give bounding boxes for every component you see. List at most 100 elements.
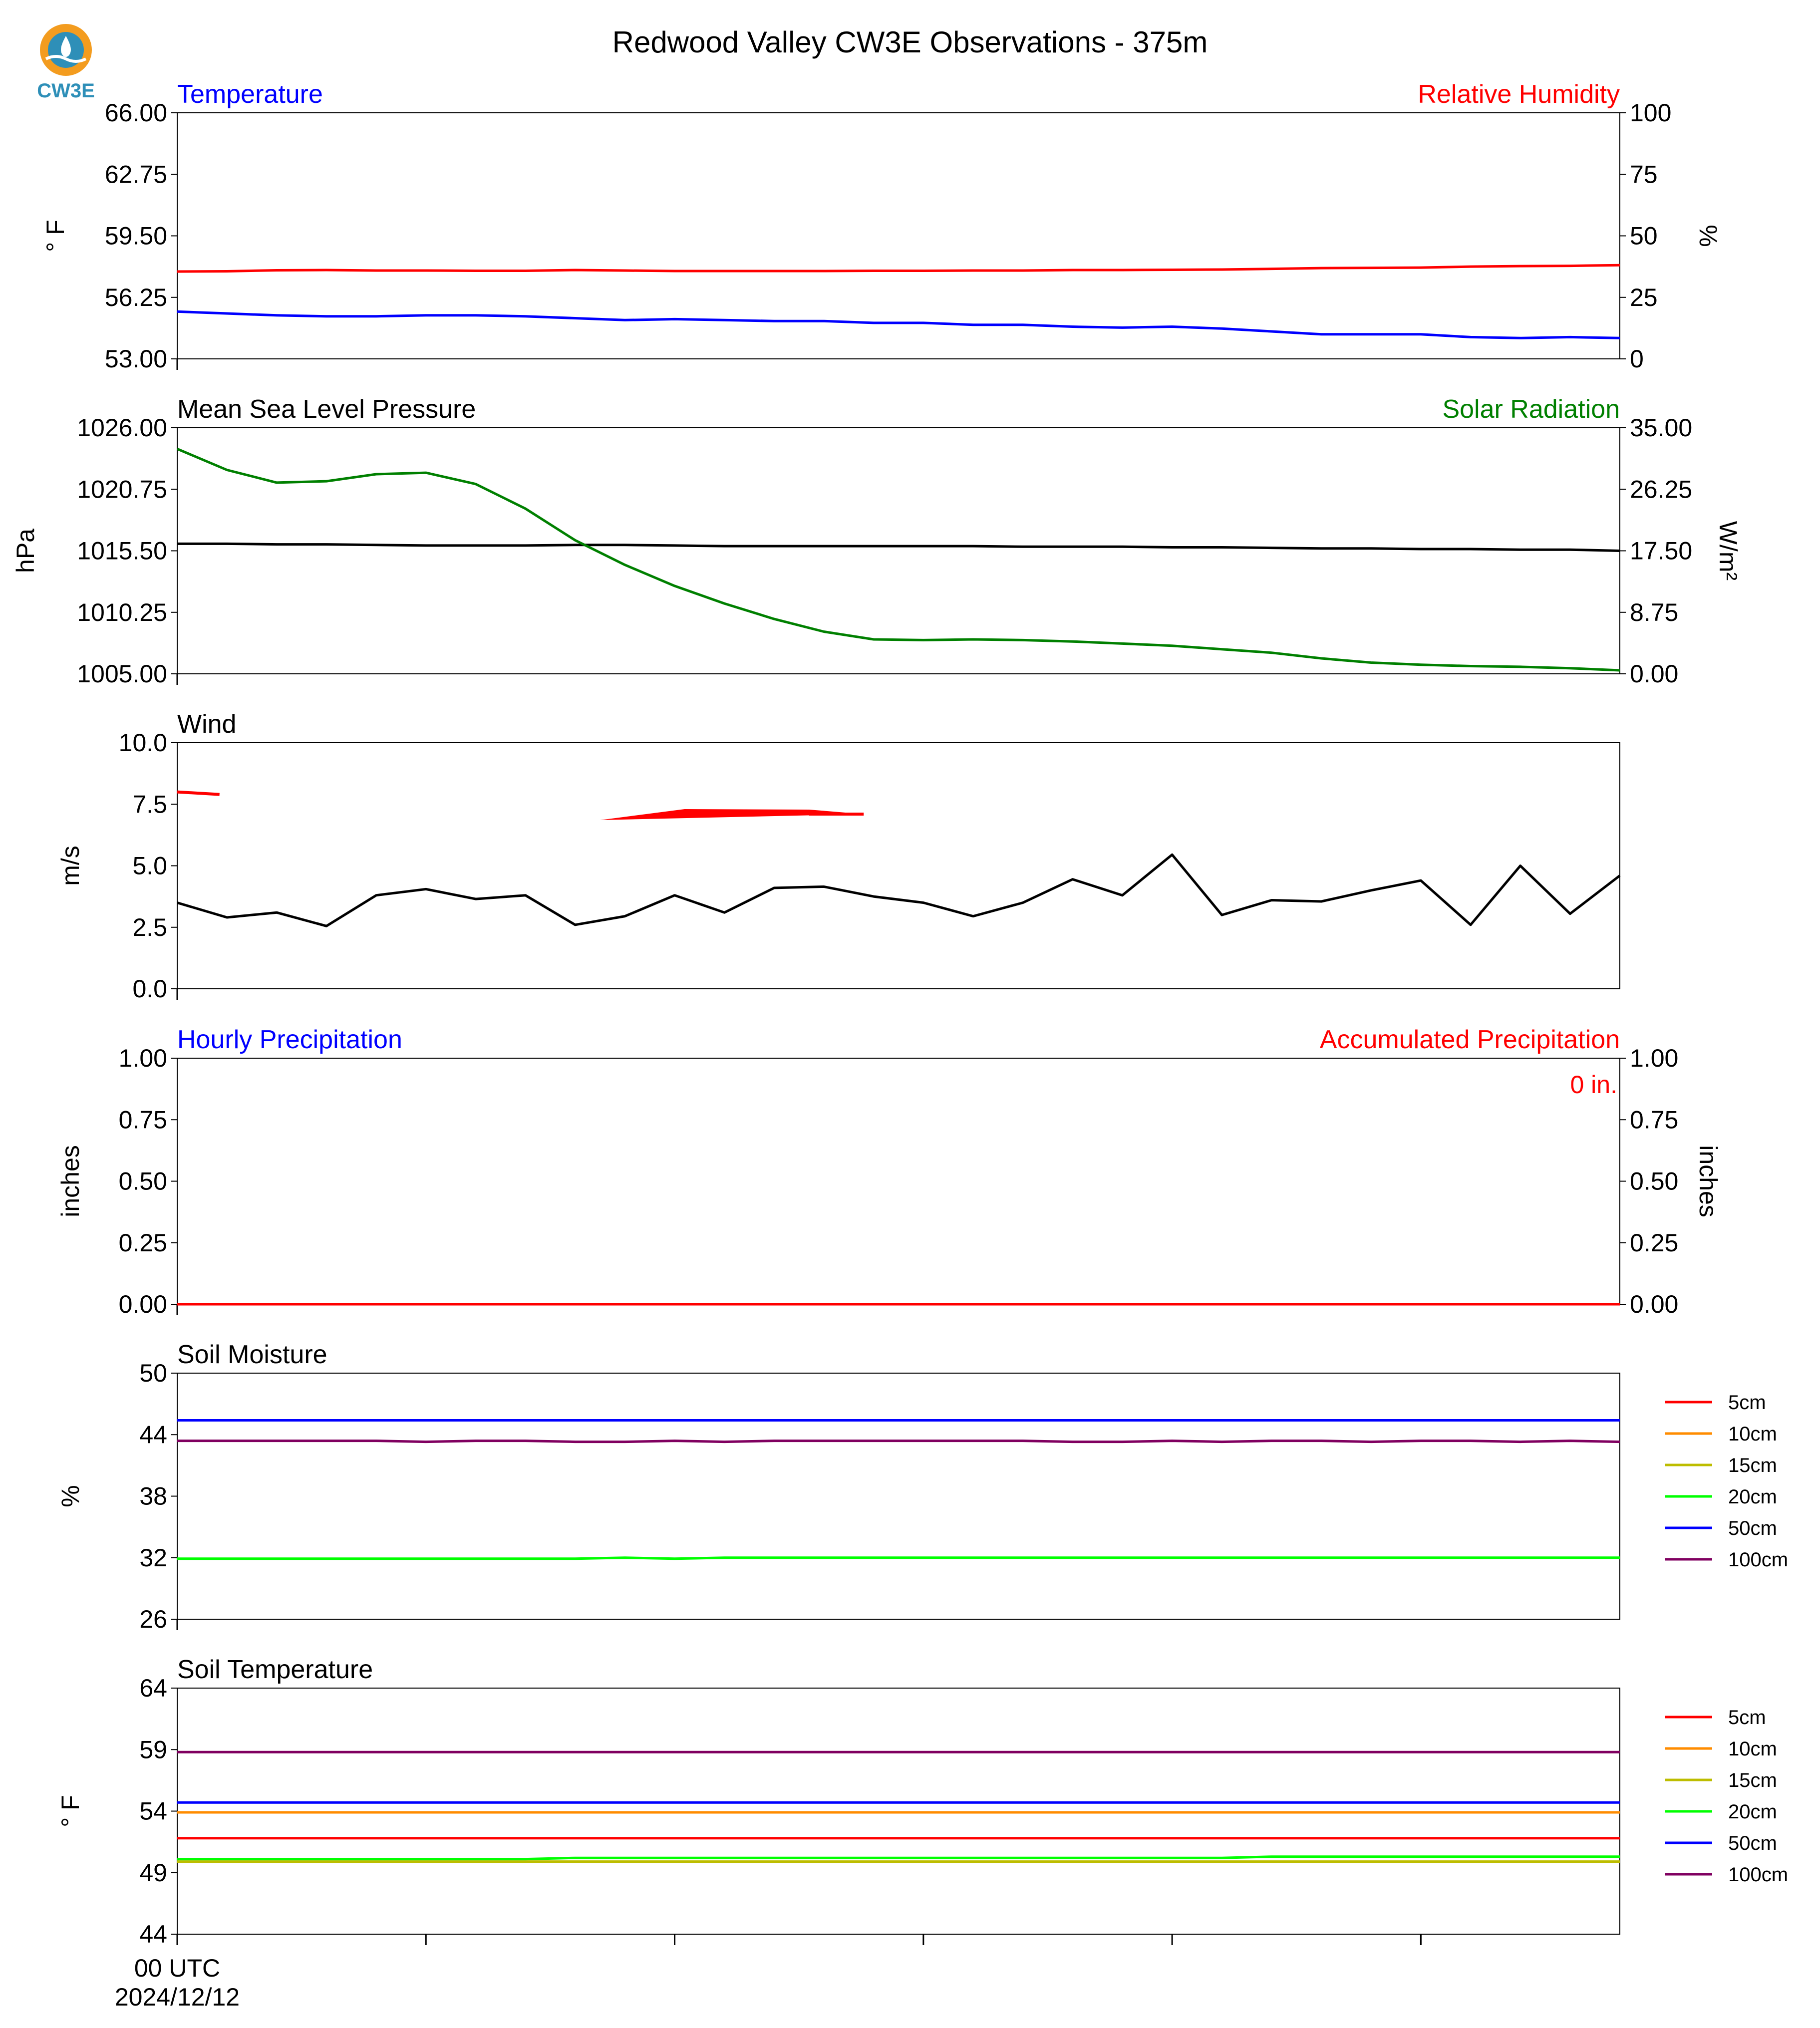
series-line-20cm — [177, 1556, 1620, 1560]
legend-label: 15cm — [1728, 1454, 1777, 1476]
y-axis-label: ° F — [41, 220, 69, 252]
plot-frame — [177, 427, 1620, 674]
y-tick-label: 0.75 — [119, 1106, 167, 1134]
y-tick-label: 64 — [139, 1674, 167, 1702]
y2-tick-label: 0.50 — [1630, 1167, 1678, 1195]
y2-axis-label: % — [1694, 225, 1722, 247]
y-tick-label: 0.50 — [119, 1167, 167, 1195]
y-tick-label: 44 — [139, 1421, 167, 1449]
y2-tick-label: 0.00 — [1630, 1290, 1678, 1318]
legend-label: 10cm — [1728, 1738, 1777, 1760]
panel-1: 53.00 56.25 59.50 62.75 66.00 0 25 50 75 100 Tempe… — [41, 80, 1722, 373]
series-line-mean-sea-level-pressure — [177, 542, 1620, 552]
legend-label: 20cm — [1728, 1486, 1777, 1508]
accumulated-total-label: 0 in. — [1570, 1071, 1617, 1099]
y2-tick-label: 25 — [1630, 284, 1658, 311]
plot-frame — [177, 1058, 1620, 1305]
panel-title-right: Accumulated Precipitation — [1320, 1025, 1620, 1054]
y2-tick-label: 1.00 — [1630, 1044, 1678, 1072]
y-tick-label: 62.75 — [105, 160, 167, 188]
x-start-label: 00 UTC — [134, 1954, 220, 1982]
y-tick-label: 54 — [139, 1797, 167, 1825]
y2-axis-label: W/m² — [1714, 521, 1742, 580]
y2-tick-label: 0.25 — [1630, 1229, 1678, 1257]
y-tick-label: 44 — [139, 1920, 167, 1948]
wind-barb — [177, 790, 220, 796]
panel-title-left: Temperature — [177, 80, 323, 109]
chart-panels: 53.00 56.25 59.50 62.75 66.00 0 25 50 75 100 Tempe… — [11, 80, 1788, 1948]
legend-label: 50cm — [1728, 1517, 1777, 1539]
y-tick-label: 7.5 — [132, 790, 167, 818]
panel-title-right: Solar Radiation — [1442, 395, 1620, 424]
y-axis-label: hPa — [11, 529, 39, 573]
legend-label: 50cm — [1728, 1832, 1777, 1854]
panel-2: 1005.00 1010.25 1015.50 1020.75 1026.00 0.00 8… — [11, 395, 1742, 688]
y-tick-label: 26 — [139, 1605, 167, 1633]
x-date-label: 2024/12/12 — [115, 1983, 240, 2011]
panel-title-left: Soil Temperature — [177, 1655, 373, 1684]
legend-label: 100cm — [1728, 1549, 1788, 1571]
y-axis-label: % — [56, 1485, 84, 1507]
panel-title-left: Wind — [177, 710, 236, 739]
y-tick-label: 38 — [139, 1482, 167, 1510]
series-line-temperature — [177, 310, 1620, 339]
series-line-wind-speed — [177, 853, 1621, 927]
y2-tick-label: 0 — [1630, 345, 1644, 373]
y2-tick-label: 26.25 — [1630, 475, 1692, 503]
page-title: Redwood Valley CW3E Observations - 375m — [612, 25, 1208, 59]
series-line-relative-humidity — [177, 264, 1620, 273]
y-tick-label: 49 — [139, 1859, 167, 1887]
y-tick-label: 1010.25 — [77, 598, 167, 626]
y-tick-label: 59 — [139, 1736, 167, 1763]
y-axis-label: inches — [56, 1145, 84, 1217]
series-line-solar-radiation — [177, 447, 1620, 672]
plot-frame — [177, 1373, 1620, 1620]
legend-label: 20cm — [1728, 1801, 1777, 1823]
y-tick-label: 2.5 — [132, 913, 167, 941]
y-tick-label: 0.25 — [119, 1229, 167, 1257]
panel-4: 0.00 0.25 0.50 0.75 1.00 0.00 0.25 0.50 0.75 1.00… — [56, 1025, 1722, 1318]
logo-drop-icon — [61, 36, 71, 57]
y2-tick-label: 50 — [1630, 222, 1658, 250]
y-tick-label: 0.0 — [132, 975, 167, 1003]
series-line-20cm — [177, 1855, 1620, 1861]
panel-title-left: Soil Moisture — [177, 1340, 327, 1369]
legend-label: 5cm — [1728, 1707, 1766, 1729]
y-tick-label: 56.25 — [105, 284, 167, 311]
y2-tick-label: 8.75 — [1630, 598, 1678, 626]
y2-tick-label: 75 — [1630, 160, 1658, 188]
y-tick-label: 1026.00 — [77, 414, 167, 442]
legend-label: 15cm — [1728, 1769, 1777, 1791]
series-line-100cm — [177, 1440, 1620, 1444]
legend-label: 10cm — [1728, 1423, 1777, 1445]
y-tick-label: 5.0 — [132, 852, 167, 880]
y2-tick-label: 17.50 — [1630, 537, 1692, 565]
y-tick-label: 66.00 — [105, 99, 167, 127]
y-axis-label: m/s — [56, 846, 84, 886]
logo-text: CW3E — [37, 80, 95, 102]
y-tick-label: 50 — [139, 1359, 167, 1387]
legend-label: 100cm — [1728, 1864, 1788, 1886]
y-axis-label: ° F — [56, 1795, 84, 1827]
y2-tick-label: 100 — [1630, 99, 1671, 127]
logo-wave-icon — [45, 55, 87, 63]
wind-barb — [600, 809, 864, 820]
y-tick-label: 1015.50 — [77, 537, 167, 565]
y2-axis-label: inches — [1694, 1145, 1722, 1217]
y-tick-label: 1.00 — [119, 1044, 167, 1072]
y-tick-label: 1005.00 — [77, 660, 167, 688]
panel-title-left: Mean Sea Level Pressure — [177, 395, 476, 424]
panel-title-right: Relative Humidity — [1418, 80, 1620, 109]
panel-5: 26 32 38 44 50 Soil Moisture% 5cm 10cm 15cm 20cm 5… — [56, 1340, 1788, 1633]
cw3e-logo: CW3E — [37, 24, 95, 102]
y2-tick-label: 0.75 — [1630, 1106, 1678, 1134]
y2-tick-label: 0.00 — [1630, 660, 1678, 688]
y-tick-label: 10.0 — [119, 729, 167, 757]
y2-tick-label: 35.00 — [1630, 414, 1692, 442]
y-tick-label: 32 — [139, 1544, 167, 1572]
legend-label: 5cm — [1728, 1392, 1766, 1414]
y-tick-label: 59.50 — [105, 222, 167, 250]
panel-title-left: Hourly Precipitation — [177, 1025, 402, 1054]
y-tick-label: 1020.75 — [77, 475, 167, 503]
